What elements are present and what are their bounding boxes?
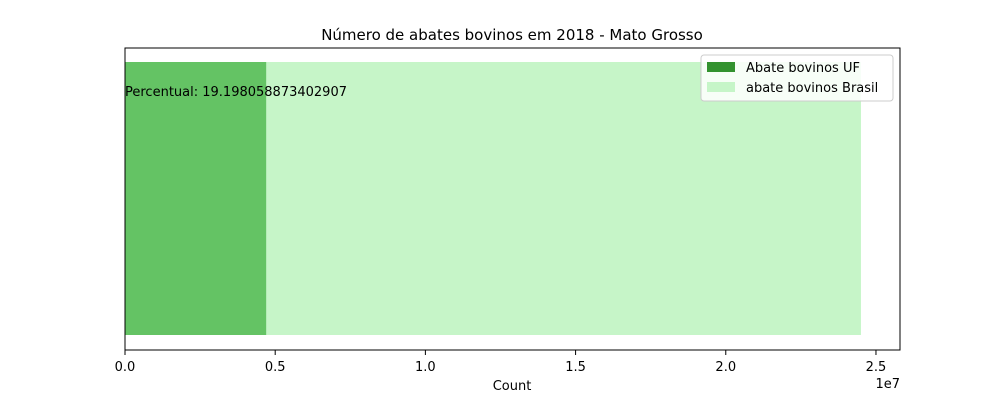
x-axis-label: Count	[493, 379, 532, 394]
x-tick-label: 1.0	[415, 360, 436, 375]
chart-title: Número de abates bovinos em 2018 - Mato …	[321, 26, 703, 44]
plot-frame	[124, 47, 901, 351]
legend-label: abate bovinos Brasil	[746, 81, 878, 96]
x-tick-label: 0.5	[265, 360, 286, 375]
x-tick-label: 0.0	[115, 360, 136, 375]
bar-abate-bovinos-uf	[125, 62, 267, 335]
x-tick-label: 2.0	[715, 360, 736, 375]
legend: Abate bovinos UF abate bovinos Brasil	[700, 54, 894, 102]
legend-box	[700, 54, 894, 102]
x-axis-offset-label: 1e7	[875, 377, 900, 392]
legend-swatch	[707, 62, 735, 72]
legend-swatch	[707, 82, 735, 92]
x-axis-ticks: 0.0 0.5 1.0 1.5 2.0 2.5	[115, 350, 887, 375]
percent-annotation: Percentual: 19.198058873402907	[125, 85, 347, 100]
bars	[125, 62, 861, 335]
x-tick-label: 1.5	[565, 360, 586, 375]
legend-label: Abate bovinos UF	[746, 61, 860, 76]
x-tick-label: 2.5	[866, 360, 887, 375]
